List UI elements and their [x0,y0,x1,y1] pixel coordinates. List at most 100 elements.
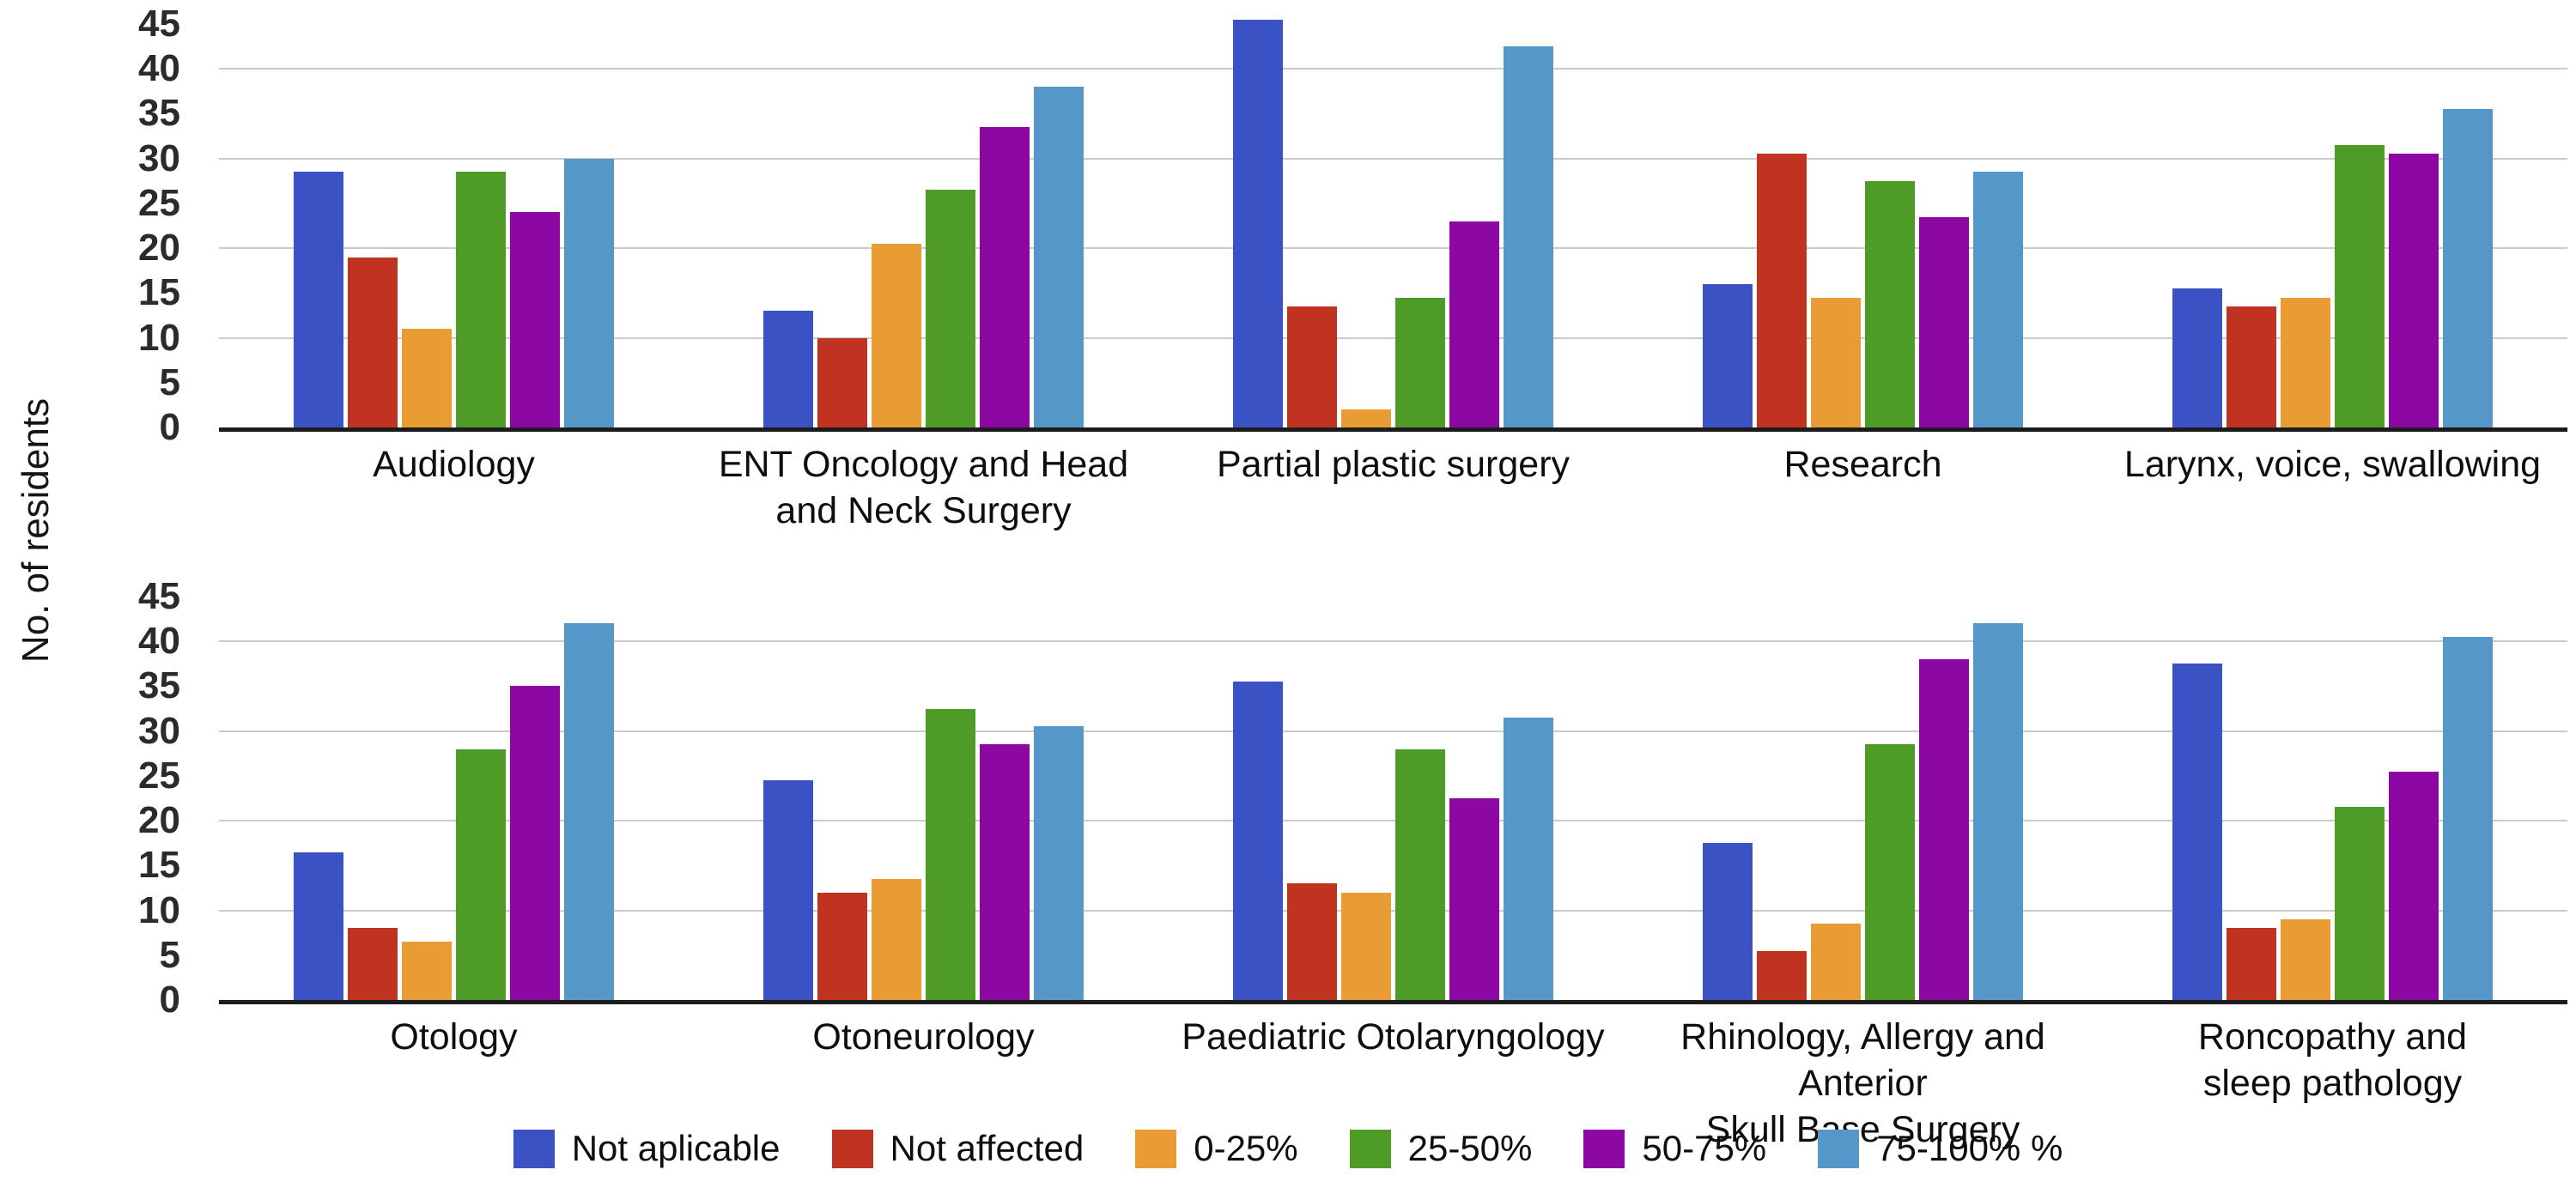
category-labels-row1: Audiology ENT Oncology and Head and Neck S… [219,441,2567,534]
chart-legend: Not aplicable Not affected 0-25% 25-50% 50-7… [0,1123,2576,1174]
category-group [689,24,1158,427]
legend-item: Not affected [831,1128,1084,1169]
category-group [1158,597,1628,1000]
bar [402,942,452,1000]
bar [1449,798,1499,1000]
bar [294,852,343,1000]
gridline-20 [219,247,2567,250]
bar [2172,288,2222,427]
bar [1703,843,1753,1000]
bar [2389,154,2439,427]
category-group [219,24,689,427]
bar [2281,297,2330,427]
y-tick-label: 35 [138,664,180,707]
bar [2335,807,2385,1000]
category-label: Otology [390,1016,518,1058]
bar [926,190,975,427]
legend-item: 0-25% [1135,1128,1298,1169]
bar [2335,145,2385,427]
y-tick-label: 25 [138,754,180,797]
bar [1395,297,1445,427]
legend-item: 50-75% [1583,1128,1766,1169]
bar [872,879,921,1000]
bar [1341,892,1391,1000]
y-tick-label: 20 [138,799,180,842]
category-label: Audiology [373,444,535,485]
y-tick-label: 15 [138,271,180,314]
category-group [689,597,1158,1000]
bar [1919,659,1969,1000]
category-group [1628,24,2098,427]
category-group [1158,19,1628,427]
legend-item: 25-50% [1349,1128,1532,1169]
bar [294,172,343,427]
bar [1703,283,1753,427]
panels-row1 [219,19,2567,427]
category-group [2098,597,2567,1000]
bar [1341,409,1391,427]
bar [2172,664,2222,1000]
bar [763,780,813,1000]
legend-item: Not aplicable [513,1128,781,1169]
legend-swatch [1349,1129,1391,1168]
y-tick-label: 35 [138,92,180,135]
bar [1504,718,1553,1000]
bar [1757,154,1807,427]
bar [1233,682,1283,1000]
legend-swatch [1135,1129,1177,1168]
bar [1973,172,2023,427]
bar [817,337,867,427]
bar [1757,950,1807,1000]
category-group [1628,597,2098,1000]
bar [456,749,506,1000]
bar [1504,46,1553,427]
gridline-30 [219,730,2567,732]
bar [510,686,560,1000]
gridline-10 [219,909,2567,912]
y-tick-label: 20 [138,227,180,270]
bar [1287,306,1337,427]
plot-area-row1 [219,19,2567,432]
bar [926,708,975,1000]
bar [1865,180,1915,427]
legend-label: 0-25% [1194,1128,1298,1168]
legend-swatch [1818,1129,1860,1168]
bar [2227,306,2276,427]
category-label: Paediatric Otolaryngology [1182,1016,1605,1058]
y-tick-label: 10 [138,316,180,359]
y-tick-label: 25 [138,181,180,224]
y-tick-label: 0 [159,979,180,1021]
y-tick-label: 5 [159,361,180,403]
bar [1233,19,1283,427]
bar [2443,109,2493,427]
bar [980,744,1030,1000]
gridline-20 [219,820,2567,822]
y-tick-label: 40 [138,620,180,663]
legend-swatch [1583,1129,1625,1168]
bar [2227,928,2276,1000]
y-tick-label: 45 [138,575,180,618]
bar [2389,771,2439,1000]
category-group [219,597,689,1000]
bar [763,311,813,427]
category-label: Research [1783,444,1942,485]
category-label: Larynx, voice, swallowing [2123,444,2542,485]
legend-swatch [831,1129,873,1168]
y-axis-ticks-row2: 0 5 10 15 20 25 30 35 40 45 [0,577,196,1020]
y-tick-label: 0 [159,406,180,448]
gridline-40 [219,68,2567,70]
category-labels-row2: Otology Otoneurology Paediatric Otolaryngo… [219,1014,2567,1153]
y-tick-label: 30 [138,136,180,179]
bar [348,257,398,427]
bar [564,623,614,1000]
legend-swatch [513,1129,555,1168]
category-label: Rhinology, Allergy and Anterior Skull Bas… [1680,1016,2045,1150]
bar [2443,637,2493,1000]
bar [348,928,398,1000]
bar [1973,623,2023,1000]
bar [817,892,867,1000]
legend-label: Not aplicable [571,1128,781,1168]
bar [510,212,560,427]
category-group [2098,24,2567,427]
bar [2281,919,2330,1000]
